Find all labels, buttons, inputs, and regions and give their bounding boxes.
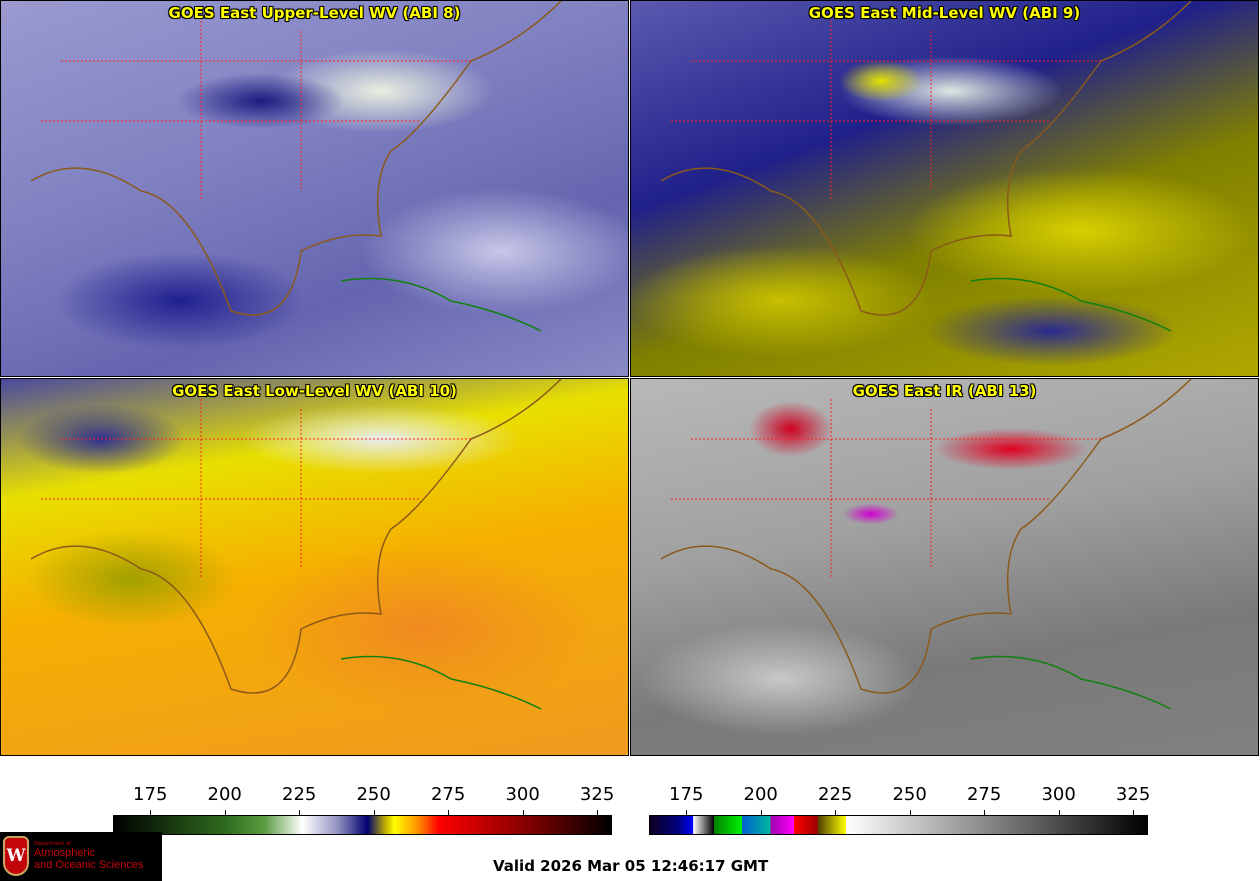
logo-line-3: and Oceanic Sciences	[34, 859, 144, 871]
colorbar-tick	[150, 810, 152, 815]
colorbar-tick	[835, 810, 837, 815]
panel-ir: GOES East IR (ABI 13)	[630, 378, 1259, 756]
colorbar-tick	[760, 810, 762, 815]
colorbar-tick	[984, 810, 986, 815]
colorbar-tick-label: 200	[743, 784, 778, 805]
uw-crest-icon: W	[3, 836, 29, 876]
colorbar-tick	[448, 810, 450, 815]
ir-colorbar	[649, 815, 1148, 835]
colorbar-tick-label: 325	[1115, 784, 1151, 805]
panel-upper-level-wv: GOES East Upper-Level WV (ABI 8)	[0, 0, 629, 377]
panel-title: GOES East IR (ABI 13)	[852, 382, 1037, 400]
colorbar-tick-label: 325	[579, 784, 615, 805]
panel-mid-level-wv: GOES East Mid-Level WV (ABI 9)	[630, 0, 1259, 377]
colorbar-tick	[909, 810, 911, 815]
colorbar-tick-label: 275	[430, 784, 466, 805]
panel-title: GOES East Low-Level WV (ABI 10)	[172, 382, 457, 400]
colorbar-tick	[1133, 810, 1135, 815]
colorbar-tick-label: 175	[133, 784, 168, 805]
logo-line-2: Atmospheric	[34, 847, 96, 859]
valid-time: Valid 2026 Mar 05 12:46:17 GMT	[493, 857, 769, 875]
logo-line-1: Department of	[34, 841, 71, 847]
colorbar-tick-label: 250	[356, 784, 391, 805]
colorbar-tick	[299, 810, 301, 815]
panel-title: GOES East Upper-Level WV (ABI 8)	[168, 4, 461, 22]
colorbar-tick	[1058, 810, 1060, 815]
colorbar-tick	[373, 810, 375, 815]
colorbar-tick-label: 275	[966, 784, 1002, 805]
colorbar-tick-label: 175	[669, 784, 704, 805]
colorbar-tick-label: 250	[892, 784, 927, 805]
colorbar-tick	[522, 810, 524, 815]
colorbar-tick	[686, 810, 688, 815]
colorbar-tick-label: 225	[282, 784, 317, 805]
panel-title: GOES East Mid-Level WV (ABI 9)	[808, 4, 1081, 22]
colorbar-tick-label: 200	[207, 784, 242, 805]
colorbar-tick-label: 300	[1041, 784, 1076, 805]
panel-low-level-wv: GOES East Low-Level WV (ABI 10)	[0, 378, 629, 756]
map-overlay	[30, 1, 562, 332]
colorbar-tick-label: 225	[818, 784, 853, 805]
colorbar-tick	[597, 810, 599, 815]
aos-logo: W Department of Atmospheric and Oceanic …	[0, 832, 162, 881]
map-overlay	[30, 379, 562, 710]
colorbar-tick-label: 300	[505, 784, 540, 805]
wv-colorbar	[113, 815, 612, 835]
map-overlay	[660, 1, 1192, 332]
map-overlay	[660, 379, 1192, 710]
colorbar-tick	[224, 810, 226, 815]
